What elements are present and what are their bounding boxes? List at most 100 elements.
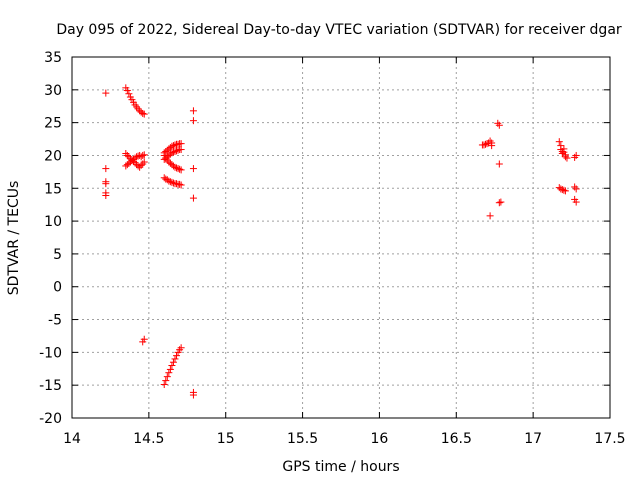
y-tick-label: 20 bbox=[44, 148, 62, 164]
data-point bbox=[177, 146, 185, 154]
data-point bbox=[173, 147, 181, 155]
data-point bbox=[572, 185, 580, 193]
data-point bbox=[558, 149, 566, 157]
data-point bbox=[481, 140, 489, 148]
data-point bbox=[561, 187, 569, 195]
data-point bbox=[557, 185, 565, 193]
data-point bbox=[176, 165, 184, 173]
data-point bbox=[169, 148, 177, 156]
data-point bbox=[555, 138, 563, 146]
data-point bbox=[102, 165, 110, 173]
data-point bbox=[488, 142, 496, 150]
y-tick-label: 35 bbox=[44, 50, 62, 66]
x-tick-label: 17.5 bbox=[594, 431, 625, 447]
data-point bbox=[189, 165, 197, 173]
data-point bbox=[495, 121, 503, 129]
data-point bbox=[140, 110, 148, 118]
data-point bbox=[563, 154, 571, 162]
data-point bbox=[572, 151, 580, 159]
data-point bbox=[160, 381, 168, 389]
data-point bbox=[125, 90, 133, 98]
y-tick-label: 10 bbox=[44, 214, 62, 230]
data-point bbox=[173, 164, 181, 172]
data-point bbox=[140, 158, 148, 166]
data-point bbox=[495, 199, 503, 207]
y-axis-label: SDTVAR / TECUs bbox=[6, 181, 22, 296]
data-point bbox=[162, 377, 170, 385]
data-point bbox=[166, 178, 174, 186]
data-point bbox=[171, 163, 179, 171]
y-tick-label: 15 bbox=[44, 181, 62, 197]
data-point bbox=[174, 140, 182, 148]
data-point bbox=[168, 149, 176, 157]
data-point bbox=[137, 161, 145, 169]
data-point bbox=[165, 369, 173, 377]
grid bbox=[72, 57, 610, 418]
data-point bbox=[189, 391, 197, 399]
x-tick-label: 15.5 bbox=[287, 431, 318, 447]
data-point bbox=[134, 152, 142, 160]
data-point bbox=[165, 177, 173, 185]
data-points bbox=[102, 84, 580, 399]
data-point bbox=[171, 148, 179, 156]
data-point bbox=[495, 160, 503, 168]
data-point bbox=[171, 355, 179, 363]
data-point bbox=[168, 361, 176, 369]
chart-title: Day 095 of 2022, Sidereal Day-to-day VTE… bbox=[56, 22, 622, 38]
data-point bbox=[173, 180, 181, 188]
y-tick-label: 0 bbox=[53, 280, 62, 296]
data-point bbox=[177, 181, 185, 189]
data-point bbox=[169, 142, 177, 150]
data-point bbox=[166, 365, 174, 373]
data-point bbox=[177, 140, 185, 148]
data-point bbox=[174, 146, 182, 154]
x-tick-label: 14.5 bbox=[133, 431, 164, 447]
data-point bbox=[480, 141, 488, 149]
data-point bbox=[102, 89, 110, 97]
x-tick-label: 16.5 bbox=[441, 431, 472, 447]
data-point bbox=[558, 186, 566, 194]
data-point bbox=[139, 338, 147, 346]
data-point bbox=[486, 212, 494, 220]
y-tick-label: -15 bbox=[39, 378, 62, 394]
plot-frame bbox=[71, 56, 611, 419]
x-tick-label: 17 bbox=[524, 431, 542, 447]
data-point bbox=[163, 373, 171, 381]
data-point bbox=[177, 344, 185, 352]
data-point bbox=[168, 178, 176, 186]
data-point bbox=[189, 194, 197, 202]
x-tick-label: 16 bbox=[371, 431, 389, 447]
data-point bbox=[102, 191, 110, 199]
y-tick-label: 25 bbox=[44, 116, 62, 132]
data-point bbox=[174, 165, 182, 173]
y-tick-label: -5 bbox=[48, 313, 62, 329]
data-point bbox=[176, 180, 184, 188]
data-point bbox=[169, 358, 177, 366]
y-tick-label: 30 bbox=[44, 83, 62, 99]
data-point bbox=[173, 352, 181, 360]
data-point bbox=[140, 151, 148, 159]
x-tick-labels: 14 14.5 15 15.5 16 16.5 17 17.5 bbox=[63, 431, 626, 447]
y-tick-label: 5 bbox=[53, 247, 62, 263]
data-point bbox=[123, 86, 131, 94]
y-tick-label: -20 bbox=[39, 411, 62, 427]
x-tick-label: 15 bbox=[217, 431, 235, 447]
y-tick-labels: -20 -15 -10 -5 0 5 10 15 20 25 30 35 bbox=[39, 50, 62, 427]
data-point bbox=[560, 186, 568, 194]
data-point bbox=[561, 153, 569, 161]
data-point bbox=[139, 109, 147, 117]
data-point bbox=[169, 179, 177, 187]
data-point bbox=[102, 180, 110, 188]
data-point bbox=[177, 166, 185, 174]
data-point bbox=[171, 141, 179, 149]
data-point bbox=[123, 151, 131, 159]
axis-ticks bbox=[71, 56, 611, 419]
data-point bbox=[134, 162, 142, 170]
x-tick-label: 14 bbox=[63, 431, 81, 447]
data-point bbox=[168, 142, 176, 150]
data-point bbox=[189, 107, 197, 115]
data-point bbox=[189, 117, 197, 125]
x-axis-label: GPS time / hours bbox=[282, 459, 399, 475]
